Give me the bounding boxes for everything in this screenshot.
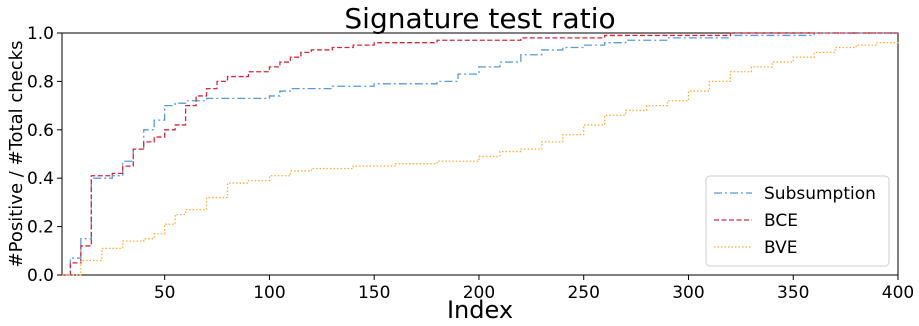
x-tick-label: 100 <box>253 283 285 303</box>
legend-label-bce: BCE <box>764 211 798 231</box>
x-tick-label: 300 <box>672 283 704 303</box>
x-tick-label: 50 <box>154 283 176 303</box>
y-axis-label: #Positive / #Total checks <box>6 41 27 268</box>
y-tick-label: 0.8 <box>27 72 54 92</box>
x-tick-label: 400 <box>882 283 914 303</box>
series-line-subsumption <box>62 32 898 276</box>
chart-title: Signature test ratio <box>344 2 615 35</box>
plot-frame <box>61 32 899 276</box>
legend-frame <box>705 175 890 267</box>
y-tick-label: 0.0 <box>27 266 54 286</box>
series-line-bve <box>62 40 899 276</box>
x-tick-label: 350 <box>777 283 809 303</box>
series-line-bce <box>62 32 898 276</box>
y-tick-label: 0.6 <box>27 121 54 141</box>
y-tick-label: 1.0 <box>27 24 54 44</box>
y-axis-ticks: 0.0 0.2 0.4 0.6 0.8 1.0 <box>27 24 62 286</box>
legend-label-subsumption: Subsumption <box>764 184 876 204</box>
y-tick-label: 0.2 <box>27 218 54 238</box>
y-tick-label: 0.4 <box>27 169 54 189</box>
x-tick-label: 250 <box>567 283 599 303</box>
x-tick-label: 150 <box>358 283 390 303</box>
legend: Subsumption BCE BVE <box>705 175 890 267</box>
x-axis-label: Index <box>447 296 513 324</box>
x-axis-ticks: 50 100 150 200 250 300 350 400 <box>154 275 914 303</box>
legend-label-bve: BVE <box>764 238 798 258</box>
series-layer <box>62 32 899 276</box>
plot-area <box>61 32 899 276</box>
x-tick-label: 200 <box>463 283 495 303</box>
legend-items: Subsumption BCE BVE <box>714 184 876 258</box>
